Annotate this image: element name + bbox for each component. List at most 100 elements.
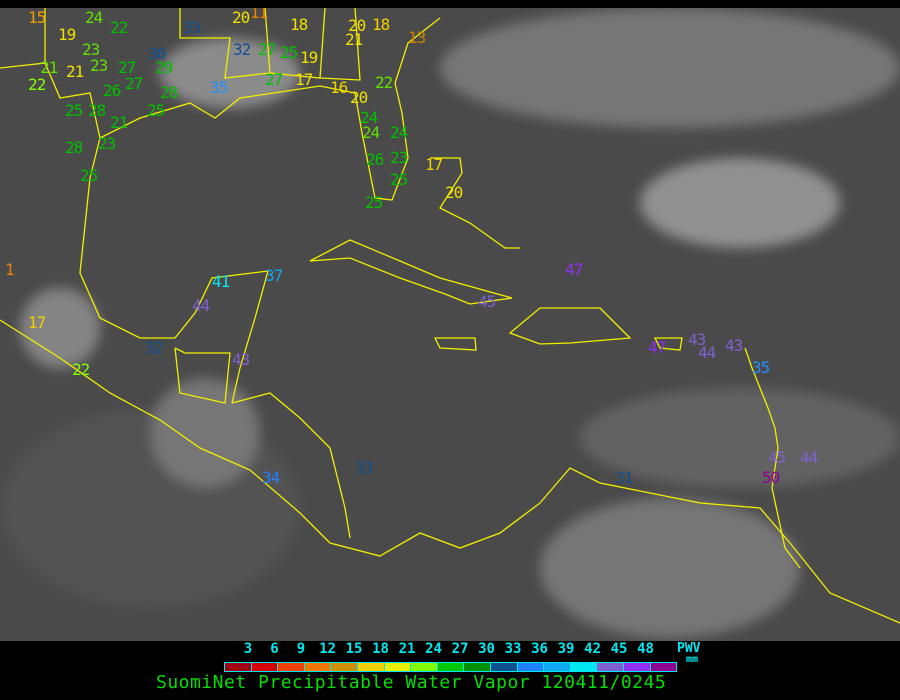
legend-tick-label: 3 [243,641,253,657]
station-pwv-label: 25 [147,101,165,120]
legend-color-swatch [331,663,358,671]
legend-tick-label: 18 [372,641,389,657]
station-pwv-label: 20 [350,88,368,107]
legend-color-swatch [544,663,571,671]
station-pwv-label: 27 [118,58,136,77]
station-pwv-label: 32 [233,40,251,59]
cloud-cluster [20,288,100,368]
station-pwv-label: 27 [258,40,276,59]
legend-tick-label: 24 [425,641,442,657]
coastlines-borders [0,8,900,624]
station-pwv-label: 47 [565,260,583,279]
bahamas [430,157,520,249]
station-pwv-label: 44 [800,448,818,467]
station-pwv-label: 18 [290,15,308,34]
cloud-cluster [640,158,840,248]
station-pwv-label: 24 [390,123,408,142]
station-pwv-label: 13 [408,28,426,47]
station-pwv-label: 19 [300,48,318,67]
legend-color-swatch [623,663,651,671]
station-pwv-label: 34 [262,468,280,487]
cloud-cluster [160,38,300,108]
station-pwv-label: 21 [345,30,363,49]
station-pwv-label: 21 [40,58,58,77]
station-pwv-label: 25 [280,43,298,62]
legend-color-swatch [597,663,624,671]
station-pwv-label: 47 [648,338,666,357]
legend-color-swatch [490,663,518,671]
legend-tick-label: 9 [296,641,306,657]
legend-unit-pwv: PWV [677,641,701,656]
station-pwv-label: 22 [110,18,128,37]
legend-tick-label: 30 [478,641,495,657]
station-pwv-label: 45 [768,448,786,467]
station-pwv-label: 25 [365,193,383,212]
station-pwv-label: 20 [445,183,463,202]
cloud-cluster [150,378,260,488]
legend-color-swatch [225,663,252,671]
station-pwv-label: 16 [330,78,348,97]
station-pwv-label: 26 [103,81,121,100]
lesser-antilles [744,347,801,569]
cloud-band [580,388,900,488]
legend-color-swatch [278,663,305,671]
station-pwv-label: 21 [66,62,84,81]
legend-color-swatch [650,663,677,671]
station-pwv-label: 33 [355,458,373,477]
station-pwv-label: 43 [232,350,250,369]
station-pwv-label: 28 [160,83,178,102]
us-gulf-coast [89,85,356,179]
station-pwv-label: 24 [85,8,103,27]
color-legend: 3 6 9 12 15 18 21 24 27 30 33 36 39 42 45 48 PWV mm Suo… [0,641,900,700]
station-pwv-label: 20 [232,8,250,27]
jamaica [433,337,477,351]
central-america-east [231,392,351,539]
legend-tick-label: 12 [319,641,336,657]
station-pwv-label: 27 [265,70,283,89]
legend-tick-label: 21 [398,641,416,657]
station-pwv-label: 31 [615,468,633,487]
station-pwv-label: 23 [90,56,108,75]
legend-unit-mm: mm [686,654,699,665]
satellite-imagery: 15 19 24 22 33 20 11 18 20 18 13 21 23 30 32 27 25 19 21 21… [0,8,900,641]
station-pwv-label: 18 [372,15,390,34]
station-pwv-label: 35 [210,78,228,97]
station-pwv-label: 19 [58,25,76,44]
legend-color-swatch [411,663,438,671]
legend-tick-label: 15 [345,641,363,657]
hispaniola [508,307,632,345]
station-pwv-label: 15 [28,8,46,27]
cloud-cluster [540,498,800,638]
station-pwv-label: 28 [88,101,106,120]
station-pwv-label: 11 [250,8,268,22]
legend-tick-label: 36 [531,641,548,657]
legend-tick-label: 33 [504,641,522,657]
legend-color-swatch [357,663,385,671]
station-pwv-label: 27 [125,74,143,93]
station-pwv-label: 50 [762,468,780,487]
station-pwv-label: 22 [375,73,393,92]
station-pwv-label: 41 [212,272,230,291]
station-pwv-label: 35 [752,358,770,377]
station-pwv-label: 24 [360,108,378,127]
legend-color-bar [224,662,677,672]
station-pwv-label: 21 [110,113,128,132]
station-pwv-label: 44 [192,296,210,315]
pacific-coast [0,319,541,557]
station-pwv-label: 24 [362,123,380,142]
station-pwv-label: 26 [366,150,384,169]
station-pwv-label: 45 [478,292,496,311]
legend-color-swatch [384,663,412,671]
station-pwv-label: 28 [65,138,83,157]
legend-tick-label: 39 [557,641,575,657]
station-pwv-label: 17 [295,70,313,89]
station-pwv-label: 20 [348,16,366,35]
station-pwv-label: 25 [80,166,98,185]
legend-tick-label: 45 [610,641,628,657]
station-pwv-label: 23 [98,134,116,153]
legend-color-swatch [304,663,332,671]
puerto-rico [653,337,683,351]
station-pwv-label: 29 [155,58,173,77]
station-pwv-label: 32 [145,338,163,357]
